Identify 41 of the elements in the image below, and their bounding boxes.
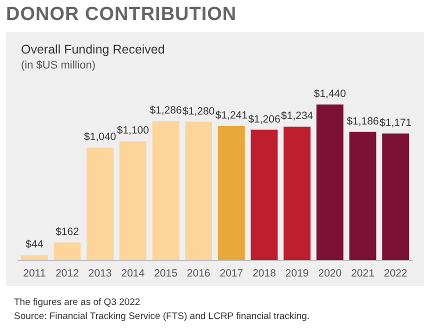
bar xyxy=(185,122,212,260)
x-tick-label: 2015 xyxy=(154,268,178,280)
x-tick-label: 2020 xyxy=(318,268,342,280)
x-tick-label: 2014 xyxy=(121,268,145,280)
bar xyxy=(349,132,376,260)
x-tick-label: 2022 xyxy=(384,268,408,280)
bar xyxy=(316,104,344,260)
bar xyxy=(54,242,81,260)
y-axis-title: (in $US million) xyxy=(21,60,96,72)
data-label: $1,100 xyxy=(116,124,150,137)
data-label: $162 xyxy=(56,226,80,238)
data-label: $1,040 xyxy=(84,131,116,144)
text: The figures are as of Q3 2022 xyxy=(14,296,142,310)
data-label: $1,206 xyxy=(248,113,280,126)
bar xyxy=(284,126,311,260)
data-label: $1,440 xyxy=(314,88,346,100)
data-label: $1,286 xyxy=(150,104,182,117)
data-label: $1,234 xyxy=(281,110,314,122)
x-tick-label: 2013 xyxy=(88,268,112,280)
data-label: $1,241 xyxy=(215,109,248,122)
x-tick-label: 2012 xyxy=(56,268,80,280)
chart-subtitle: Overall Funding Received xyxy=(21,42,165,56)
bar xyxy=(218,126,245,260)
source-note: Source: Financial Tracking Service (FTS) and LCRP financial tracking. xyxy=(14,310,310,324)
chart-title: DONOR CONTRIBUTION xyxy=(6,4,237,26)
bar xyxy=(20,255,48,260)
bar xyxy=(86,148,114,260)
bar xyxy=(250,130,278,260)
x-tick-label: 2019 xyxy=(285,268,309,280)
bar xyxy=(382,134,410,260)
x-tick-label: 2021 xyxy=(351,268,375,280)
data-label: $1,186 xyxy=(346,115,379,128)
x-tick-label: 2018 xyxy=(252,268,276,280)
data-label: $1,280 xyxy=(182,105,215,118)
bar xyxy=(119,141,146,260)
data-label: $44 xyxy=(26,238,44,251)
data-label: $1,171 xyxy=(380,117,412,130)
x-tick-label: 2016 xyxy=(186,268,210,280)
bar xyxy=(152,121,180,260)
x-tick-label: 2011 xyxy=(23,268,46,280)
x-tick-label: 2017 xyxy=(220,268,244,280)
